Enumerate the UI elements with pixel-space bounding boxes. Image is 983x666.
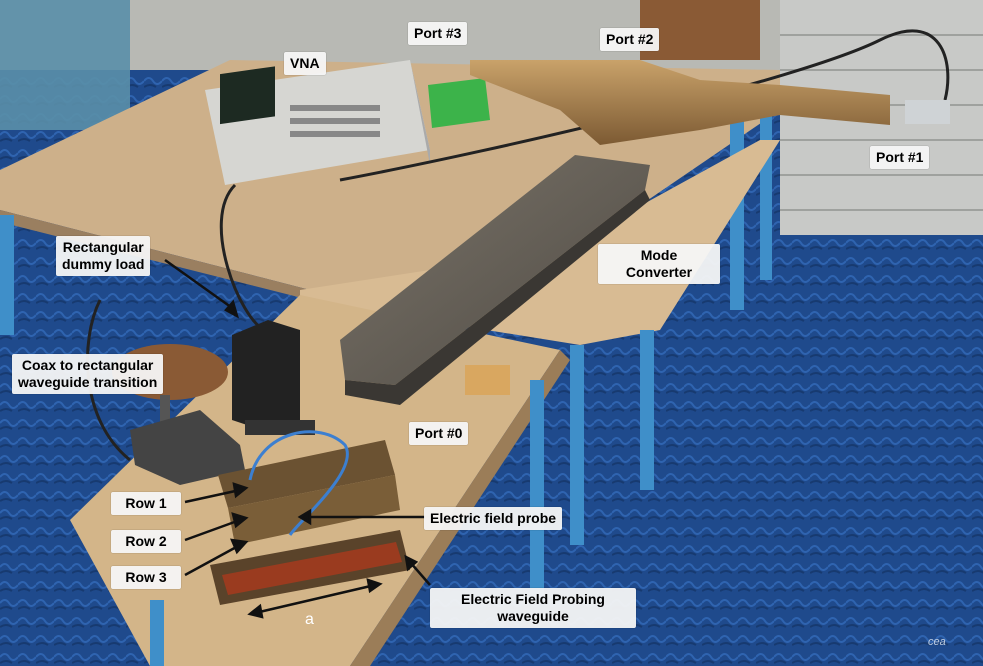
coax-cable [339,29,950,182]
label-electric-field-probe: Electric field probe [424,507,563,530]
label-vna: VNA [284,52,326,75]
label-probing-waveguide: Electric Field Probing waveguide [430,588,636,628]
label-port2: Port #2 [600,28,660,51]
mode-converter [340,155,650,385]
wood-block [465,365,510,395]
label-mode-converter-line1: Mode [640,247,678,263]
dummy-load [232,320,300,432]
label-mode-converter: Mode Converter [598,244,720,284]
label-port0: Port #0 [409,422,469,445]
label-port1: Port #1 [870,146,930,169]
waveguide-assembly [470,60,890,145]
label-coax-transition-line1: Coax to rectangular [21,357,154,373]
monitor-background [0,0,130,130]
port1-transition [905,100,950,124]
dimension-a-label: a [305,611,314,628]
label-dummy-load: Rectangular dummy load [56,236,151,276]
label-mode-converter-line2: Converter [625,264,693,280]
label-coax-transition-line2: waveguide transition [18,374,158,390]
label-dummy-load-line2: dummy load [62,256,145,272]
label-row2: Row 2 [111,530,181,553]
label-probing-waveguide-line2: waveguide [497,608,569,624]
label-dummy-load-line1: Rectangular [62,239,144,255]
label-port3: Port #3 [408,22,468,45]
green-bin [428,78,490,128]
vna-instrument [205,60,430,185]
table-leg [760,100,772,280]
label-probing-waveguide-line1: Electric Field Probing [461,591,605,607]
label-coax-transition: Coax to rectangular waveguide transition [12,354,164,394]
coax-cable [219,183,266,332]
coax-transition [130,410,245,485]
table-leg [0,215,14,335]
label-row1: Row 1 [111,492,181,515]
cea-logo: cea [928,636,946,648]
annotation-arrows [164,258,431,619]
label-row3: Row 3 [111,566,181,589]
